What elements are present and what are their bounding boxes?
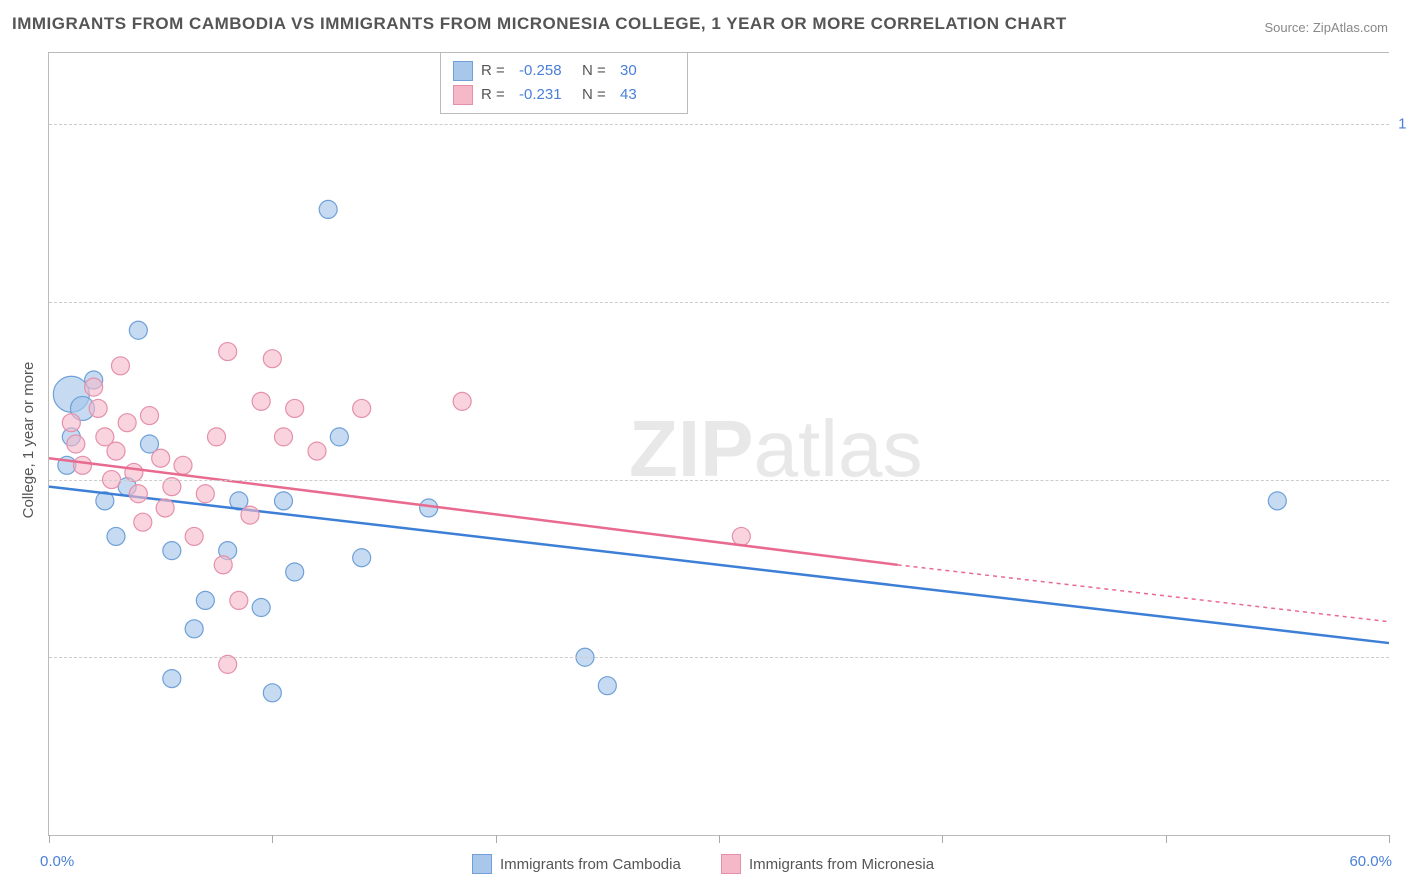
data-point (129, 485, 147, 503)
data-point (134, 513, 152, 531)
data-point (252, 599, 270, 617)
source-attribution: Source: ZipAtlas.com (1264, 20, 1388, 35)
data-point (230, 591, 248, 609)
series-legend: Immigrants from Cambodia Immigrants from… (0, 854, 1406, 878)
x-tick (719, 835, 720, 843)
gridline (49, 480, 1389, 481)
data-point (74, 456, 92, 474)
data-point (85, 378, 103, 396)
legend-row-micronesia: R = -0.231 N = 43 (453, 83, 675, 107)
data-point (1268, 492, 1286, 510)
data-point (252, 392, 270, 410)
data-point (219, 343, 237, 361)
data-point (118, 414, 136, 432)
x-tick (49, 835, 50, 843)
chart-plot-area: ZIPatlas 25.0%50.0%75.0%100.0% (48, 52, 1389, 836)
data-point (598, 677, 616, 695)
n-value-micronesia: 43 (620, 83, 675, 107)
x-tick (496, 835, 497, 843)
r-value-micronesia: -0.231 (519, 83, 574, 107)
data-point (129, 321, 147, 339)
x-tick (272, 835, 273, 843)
data-point (141, 407, 159, 425)
data-point (214, 556, 232, 574)
data-point (174, 456, 192, 474)
gridline (49, 302, 1389, 303)
data-point (62, 414, 80, 432)
data-point (185, 620, 203, 638)
n-label: N = (582, 59, 612, 83)
data-point (286, 399, 304, 417)
data-point (163, 542, 181, 560)
x-axis-max-label: 60.0% (1349, 853, 1392, 870)
x-axis-min-label: 0.0% (40, 853, 74, 870)
legend-row-cambodia: R = -0.258 N = 30 (453, 59, 675, 83)
y-tick-label: 100.0% (1398, 116, 1406, 133)
data-point (107, 442, 125, 460)
n-value-cambodia: 30 (620, 59, 675, 83)
scatter-plot-svg (49, 53, 1389, 835)
r-value-cambodia: -0.258 (519, 59, 574, 83)
data-point (185, 527, 203, 545)
data-point (732, 527, 750, 545)
y-axis-title: College, 1 year or more (20, 362, 37, 519)
x-tick (1389, 835, 1390, 843)
data-point (263, 350, 281, 368)
data-point (241, 506, 259, 524)
x-tick (942, 835, 943, 843)
data-point (196, 591, 214, 609)
data-point (275, 492, 293, 510)
data-point (67, 435, 85, 453)
swatch-cambodia (453, 61, 473, 81)
data-point (286, 563, 304, 581)
gridline (49, 124, 1389, 125)
data-point (420, 499, 438, 517)
data-point (156, 499, 174, 517)
data-point (107, 527, 125, 545)
swatch-micronesia-bottom (721, 854, 741, 874)
correlation-legend: R = -0.258 N = 30 R = -0.231 N = 43 (440, 52, 688, 114)
swatch-cambodia-bottom (472, 854, 492, 874)
data-point (152, 449, 170, 467)
n-label: N = (582, 83, 612, 107)
data-point (353, 549, 371, 567)
data-point (275, 428, 293, 446)
r-label: R = (481, 59, 511, 83)
data-point (263, 684, 281, 702)
gridline (49, 657, 1389, 658)
data-point (208, 428, 226, 446)
chart-title: IMMIGRANTS FROM CAMBODIA VS IMMIGRANTS F… (12, 14, 1067, 34)
x-tick (1166, 835, 1167, 843)
data-point (319, 200, 337, 218)
data-point (353, 399, 371, 417)
legend-label-micronesia: Immigrants from Micronesia (749, 856, 934, 873)
data-point (163, 670, 181, 688)
data-point (111, 357, 129, 375)
legend-label-cambodia: Immigrants from Cambodia (500, 856, 681, 873)
data-point (196, 485, 214, 503)
r-label: R = (481, 83, 511, 107)
data-point (89, 399, 107, 417)
data-point (308, 442, 326, 460)
data-point (453, 392, 471, 410)
legend-item-micronesia: Immigrants from Micronesia (721, 854, 934, 874)
legend-item-cambodia: Immigrants from Cambodia (472, 854, 681, 874)
data-point (330, 428, 348, 446)
swatch-micronesia (453, 85, 473, 105)
